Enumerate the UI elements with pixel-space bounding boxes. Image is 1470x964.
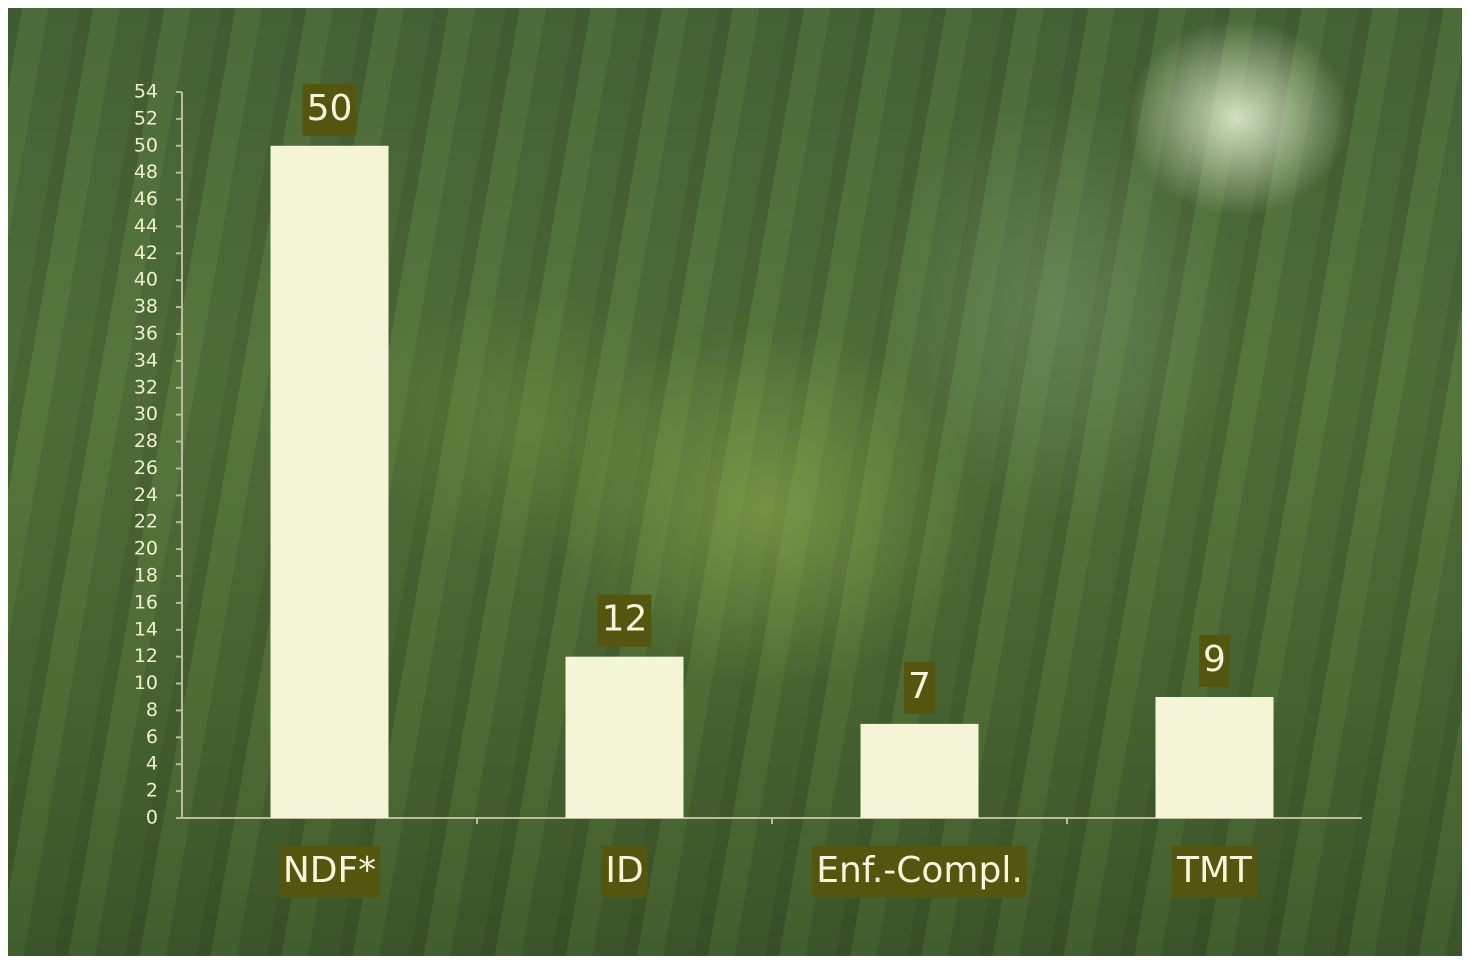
y-tick-label: 26: [134, 457, 158, 479]
y-tick-label: 34: [134, 349, 158, 371]
y-tick-label: 24: [134, 484, 158, 506]
y-tick-label: 18: [134, 565, 158, 587]
y-tick-label: 40: [134, 269, 158, 291]
y-tick-label: 54: [134, 81, 158, 103]
y-tick-label: 50: [134, 134, 158, 156]
y-tick-label: 20: [134, 538, 158, 560]
bar: [565, 656, 684, 818]
value-label-box: [597, 594, 652, 647]
y-tick-label: 30: [134, 403, 158, 425]
x-tick-label: NDF*: [283, 850, 376, 891]
y-tick-label: 32: [134, 376, 158, 398]
value-label: 12: [602, 599, 648, 640]
x-tick-label-box: [1171, 846, 1258, 898]
value-label: 7: [908, 666, 931, 707]
y-tick-label: 0: [146, 807, 158, 829]
y-tick-label: 28: [134, 430, 158, 452]
y-tick-label: 14: [134, 618, 158, 640]
y-tick-label: 2: [146, 780, 158, 802]
y-tick-label: 52: [134, 107, 158, 129]
bar: [270, 145, 389, 818]
x-tick-label: ID: [605, 850, 643, 891]
x-tick-label: Enf.-Compl.: [816, 850, 1023, 891]
x-tick-label-box: [278, 846, 381, 898]
y-tick-label: 38: [134, 296, 158, 318]
value-label-box: [904, 661, 935, 714]
y-tick-label: 44: [134, 215, 158, 237]
y-tick-label: 42: [134, 242, 158, 264]
value-label-box: [302, 83, 357, 136]
y-tick-label: 10: [134, 672, 158, 694]
y-tick-label: 46: [134, 188, 158, 210]
y-tick-label: 12: [134, 645, 158, 667]
y-tick-label: 36: [134, 323, 158, 345]
y-tick-label: 4: [146, 753, 158, 775]
x-tick-label-box: [812, 846, 1027, 898]
value-label: 50: [307, 88, 353, 129]
value-label: 9: [1203, 639, 1226, 680]
y-tick-label: 8: [146, 699, 158, 721]
value-label-box: [1199, 635, 1230, 687]
bar: [860, 723, 979, 818]
bar: [1155, 697, 1274, 818]
y-tick-label: 48: [134, 161, 158, 183]
x-tick-label: TMT: [1176, 850, 1253, 891]
y-tick-label: 16: [134, 591, 158, 613]
y-tick-label: 6: [146, 726, 158, 748]
x-tick-label-box: [601, 846, 648, 898]
y-tick-label: 22: [134, 511, 158, 533]
